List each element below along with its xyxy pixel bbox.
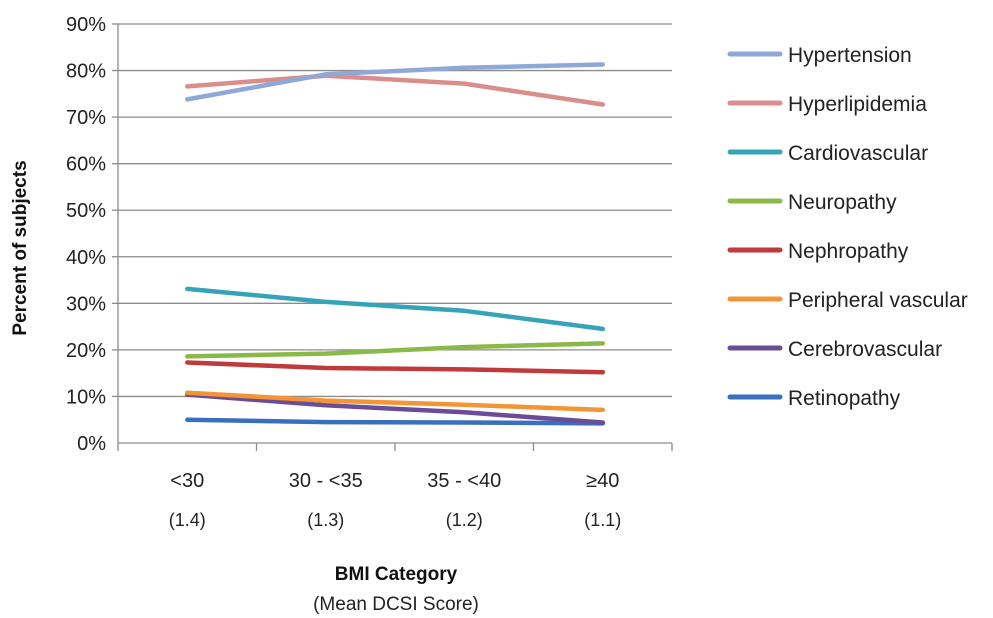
series-line-cardiovascular bbox=[185, 286, 606, 332]
axes bbox=[112, 23, 673, 451]
series-line-peripheral-vascular bbox=[185, 390, 606, 413]
x-tick-label: <30 bbox=[170, 470, 204, 492]
legend-label: Peripheral vascular bbox=[788, 289, 968, 312]
legend-label: Nephropathy bbox=[788, 240, 909, 263]
x-axis-subtitle: (Mean DCSI Score) bbox=[313, 594, 479, 615]
series-lines bbox=[185, 62, 606, 426]
y-tick-label: 30% bbox=[66, 293, 106, 315]
series-line-nephropathy bbox=[185, 360, 606, 375]
gridlines bbox=[118, 23, 672, 398]
y-tick-label: 40% bbox=[66, 247, 106, 269]
x-tick-labels: <30 (1.4) 30 - <35 (1.3) 35 - <40 (1.2) ≥40 (1.… bbox=[169, 470, 622, 530]
y-tick-label: 90% bbox=[66, 14, 106, 36]
y-tick-label: 50% bbox=[66, 200, 106, 222]
legend: Hypertension Hyperlipidemia Cardiovascular… bbox=[727, 44, 968, 410]
series-line-cerebrovascular bbox=[185, 392, 606, 425]
x-tick-label: 35 - <40 bbox=[427, 470, 501, 492]
x-axis-title: BMI Category bbox=[335, 564, 458, 585]
x-tick-sublabel: (1.3) bbox=[307, 510, 344, 530]
x-tick-label: ≥40 bbox=[586, 470, 619, 492]
x-tick-sublabel: (1.1) bbox=[584, 510, 621, 530]
y-tick-label: 70% bbox=[66, 107, 106, 129]
legend-label: Neuropathy bbox=[788, 191, 897, 214]
y-tick-label: 10% bbox=[66, 386, 106, 408]
y-tick-label: 20% bbox=[66, 340, 106, 362]
series-line-neuropathy bbox=[185, 341, 606, 359]
y-tick-label: 80% bbox=[66, 61, 106, 83]
series-line-hyperlipidemia bbox=[185, 73, 606, 107]
x-tick-label: 30 - <35 bbox=[289, 470, 363, 492]
x-tick-sublabel: (1.4) bbox=[169, 510, 206, 530]
y-tick-label: 0% bbox=[77, 433, 106, 455]
y-tick-label: 60% bbox=[66, 154, 106, 176]
y-tick-labels: 0% 10% 20% 30% 40% 50% 60% 70% 80% 90% bbox=[66, 14, 106, 455]
legend-label: Cardiovascular bbox=[788, 142, 928, 165]
series-line-hypertension bbox=[185, 62, 606, 102]
y-axis-title: Percent of subjects bbox=[10, 160, 31, 335]
legend-label: Cerebrovascular bbox=[788, 338, 942, 361]
series-line-retinopathy bbox=[185, 417, 606, 426]
x-tick-sublabel: (1.2) bbox=[446, 510, 483, 530]
legend-label: Hypertension bbox=[788, 44, 912, 67]
legend-label: Hyperlipidemia bbox=[788, 93, 927, 116]
legend-label: Retinopathy bbox=[788, 387, 901, 410]
